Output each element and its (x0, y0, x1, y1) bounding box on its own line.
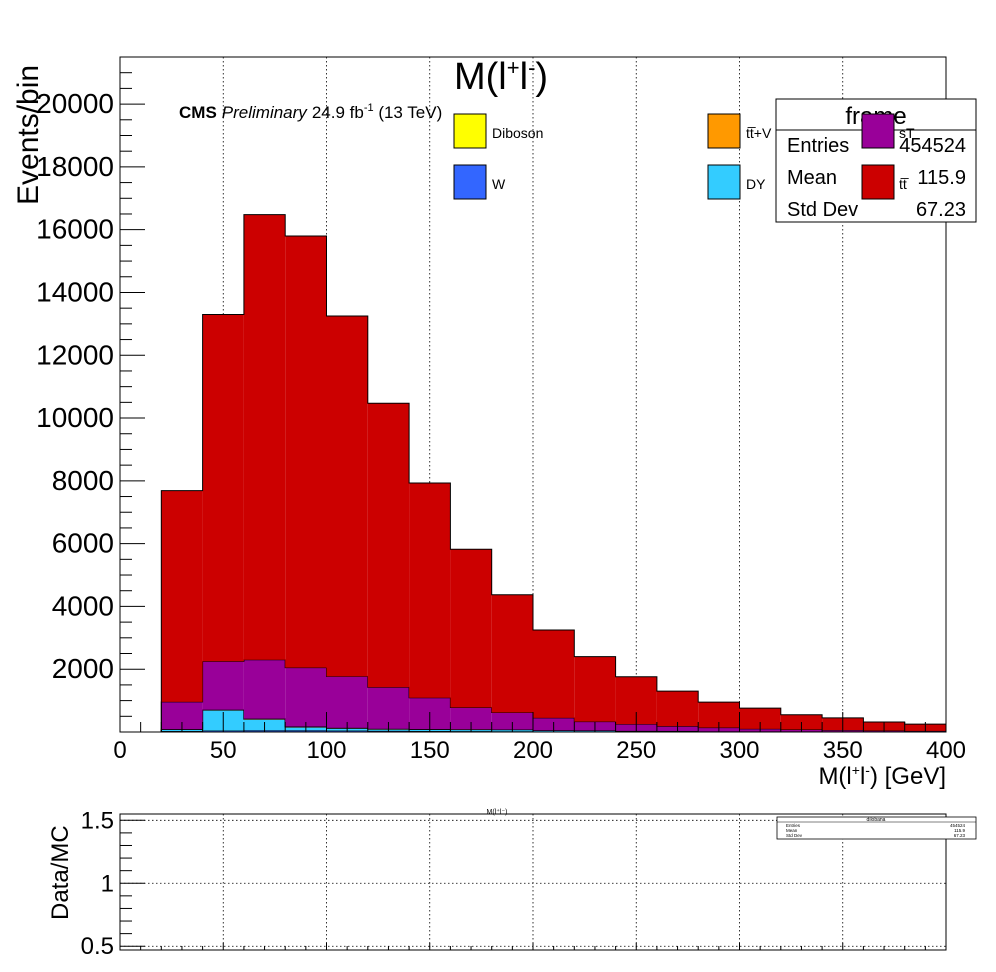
y-tick-label-4000: 4000 (52, 590, 114, 621)
y-tick-label-18000: 18000 (36, 151, 114, 182)
x-tick-label-50: 50 (210, 737, 237, 764)
legend-entry-diboson: Diboson (453, 113, 543, 149)
bar-series-4-bin-1 (202, 661, 244, 710)
x-tick-label-300: 300 (719, 737, 759, 764)
cms-label: CMS Preliminary 24.9 fb-1 (13 TeV) (179, 102, 442, 122)
bar-series-5-bin-12 (656, 691, 699, 727)
bar-series-5-bin-3 (285, 235, 327, 668)
y-tick-label-14000: 14000 (36, 276, 114, 307)
y-tick-label-10000: 10000 (36, 402, 114, 433)
legend-swatch-diboson (453, 113, 487, 149)
legend-swatch-st (861, 113, 895, 149)
legend-label-st: sT (899, 125, 915, 141)
bar-series-5-bin-0 (161, 490, 203, 702)
legend-entry-dy: DY (707, 164, 766, 200)
stats-stddev-label: Std Dev (787, 199, 858, 221)
stats-mean-label: Mean (787, 167, 837, 189)
legend-entry-st: sT (861, 113, 915, 149)
ratio-stats-box: dilobana Entries 454524 Mean 115.9 Std D… (776, 816, 977, 840)
bar-series-5-bin-7 (450, 549, 492, 708)
main-x-axis-label: M(l+l-) [GeV] (818, 762, 946, 790)
main-y-axis-ticks: 2000 4000 6000 8000 10000 12000 14000 16000 1800… (36, 72, 145, 717)
legend-entry-tt: tt̅ (861, 164, 910, 200)
x-tick-label-250: 250 (616, 737, 656, 764)
x-tick-label-0: 0 (113, 737, 126, 764)
bar-series-4-bin-7 (450, 707, 492, 730)
stats-mean-value: 115.9 (917, 167, 966, 189)
legend-label-diboson: Diboson (492, 125, 543, 141)
bar-series-4-bin-4 (326, 676, 368, 728)
legend-label-ttv: tt̅+V (746, 125, 772, 141)
bar-series-5-bin-2 (243, 214, 286, 660)
legend: Diboson W tt̅+V DY (453, 113, 772, 200)
legend-swatch-ttv (707, 113, 741, 149)
legend-swatch-tt (861, 164, 895, 200)
ratio-y-tick-label-1.5: 1.5 (81, 807, 114, 834)
legend-swatch-dy (707, 164, 741, 200)
bar-series-5-bin-8 (491, 594, 533, 713)
y-tick-label-12000: 12000 (36, 339, 114, 370)
bar-series-4-bin-2 (243, 659, 286, 719)
ratio-y-tick-label-0.5: 0.5 (81, 933, 114, 960)
ratio-plot-panel: 0.5 1 1.5 M(l⁺l⁻) Data/MC dilobana Entries… (47, 807, 977, 960)
bar-series-5-bin-4 (326, 316, 368, 677)
y-tick-label-8000: 8000 (52, 465, 114, 496)
bar-series-5-bin-10 (574, 656, 616, 722)
legend-label-tt: tt̅ (899, 176, 910, 192)
ratio-y-tick-label-1: 1 (101, 870, 114, 897)
ratio-title: M(l⁺l⁻) (487, 808, 508, 816)
bar-series-5-bin-6 (409, 483, 451, 698)
y-tick-label-2000: 2000 (52, 653, 114, 684)
bar-series-4-bin-8 (491, 712, 533, 730)
bar-series-5-bin-9 (533, 629, 575, 718)
bar-series-5-bin-1 (202, 314, 244, 662)
legend-label-dy: DY (746, 176, 766, 192)
ratio-stats-mean-value: 115.9 (954, 828, 965, 833)
ratio-stats-stddev-value: 67.23 (954, 833, 966, 838)
legend-entry-ttv: tt̅+V (707, 113, 772, 149)
stats-stddev-value: 67.23 (916, 199, 966, 221)
x-tick-label-350: 350 (823, 737, 863, 764)
bar-series-4-bin-3 (285, 667, 327, 727)
bar-series-5-bin-14 (739, 708, 781, 729)
ratio-stats-box-frame (776, 816, 977, 840)
main-y-axis-label: Events/bin (12, 65, 45, 205)
legend-entry-w: W (453, 164, 506, 200)
legend-swatch-w (453, 164, 487, 200)
bar-series-4-bin-5 (367, 687, 410, 729)
ratio-stats-entries-label: Entries (786, 823, 801, 828)
stats-entries-value: 454524 (899, 135, 966, 157)
x-tick-label-150: 150 (410, 737, 450, 764)
y-tick-label-20000: 20000 (36, 88, 114, 119)
y-tick-label-16000: 16000 (36, 214, 114, 245)
stats-entries-label: Entries (787, 135, 849, 157)
main-x-axis-ticks: 0 50 100 150 200 250 300 350 400 (113, 712, 966, 764)
ratio-stats-stddev-label: Std Dev (786, 833, 803, 838)
ratio-y-axis-ticks: 0.5 1 1.5 (81, 807, 145, 960)
ratio-stats-mean-label: Mean (786, 828, 798, 833)
bar-series-5-bin-5 (367, 403, 410, 688)
ratio-stats-entries-value: 454524 (950, 823, 966, 828)
y-tick-label-6000: 6000 (52, 528, 114, 559)
x-tick-label-400: 400 (926, 737, 966, 764)
series-outline-5 (160, 214, 947, 732)
chart-title: M(l+l-) (454, 55, 548, 98)
legend-label-w: W (492, 176, 506, 192)
ratio-stats-box-title: dilobana (867, 817, 886, 823)
x-tick-label-200: 200 (513, 737, 553, 764)
ratio-y-axis-label: Data/MC (47, 825, 74, 920)
x-tick-label-100: 100 (306, 737, 346, 764)
